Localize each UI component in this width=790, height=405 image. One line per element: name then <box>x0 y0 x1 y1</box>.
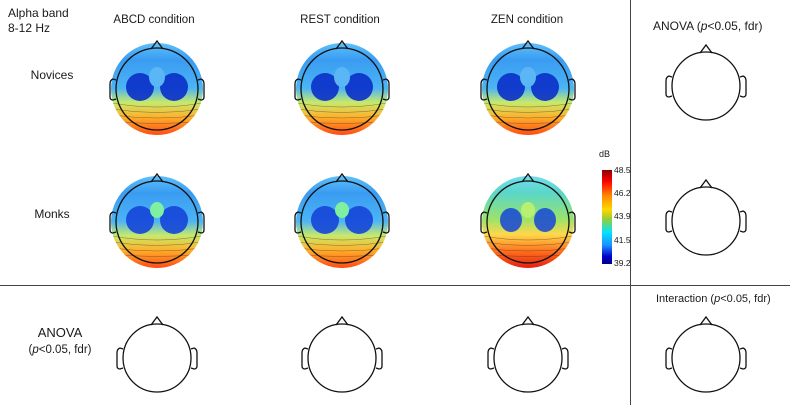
interaction-pre: Interaction ( <box>656 293 715 305</box>
anova-bottom-p: p <box>32 344 39 356</box>
topomap-novices-abcd <box>109 34 205 143</box>
anova-right-pre: ANOVA ( <box>653 19 701 33</box>
topomap-monks-rest <box>294 167 390 276</box>
interaction-post: <0.05, fdr) <box>720 293 771 305</box>
head-outline-interaction <box>665 310 747 405</box>
colorbar <box>602 170 612 264</box>
anova-right-p: p <box>700 19 708 33</box>
interaction-title: Interaction (p<0.05, fdr) <box>656 293 771 305</box>
topomap-monks-abcd <box>109 167 205 276</box>
anova-bottom-title: ANOVA <box>37 325 83 340</box>
head-outline-anova-monks <box>665 173 747 268</box>
head-outline-anova-rest <box>301 310 383 405</box>
interaction-p: p <box>714 293 721 305</box>
colorbar-tick-2: 46.2 <box>614 188 631 198</box>
anova-bottom-pre: ( <box>28 344 33 356</box>
anova-bottom-label: ANOVA (p<0.05, fdr) <box>20 325 100 356</box>
colorbar-tick-3: 43.9 <box>614 211 631 221</box>
head-outline-anova-zen <box>487 310 569 405</box>
column-title-rest: REST condition <box>300 14 380 26</box>
colorbar-unit: dB <box>599 149 611 159</box>
topomap-monks-zen <box>480 167 576 276</box>
band-name: Alpha band <box>8 6 69 20</box>
vertical-divider <box>630 0 631 405</box>
horizontal-divider <box>0 285 790 286</box>
colorbar-tick-5: 39.2 <box>614 258 631 268</box>
row-label-novices: Novices <box>30 68 74 82</box>
row-label-monks: Monks <box>34 207 70 221</box>
head-outline-anova-novices <box>665 38 747 133</box>
anova-right-title: ANOVA (p<0.05, fdr) <box>653 19 763 33</box>
colorbar-tick-4: 41.5 <box>614 235 631 245</box>
topomap-novices-rest <box>294 34 390 143</box>
colorbar-tick-1: 48.5 <box>614 165 631 175</box>
anova-bottom-post: <0.05, fdr) <box>38 344 92 356</box>
anova-bottom-sub: (p<0.05, fdr) <box>20 344 100 356</box>
topomap-novices-zen <box>480 34 576 143</box>
column-title-zen: ZEN condition <box>490 14 564 26</box>
band-range: 8-12 Hz <box>8 21 51 35</box>
column-title-abcd: ABCD condition <box>113 14 195 26</box>
head-outline-anova-abcd <box>116 310 198 405</box>
band-label: Alpha band 8-12 Hz <box>8 6 69 36</box>
anova-right-post: <0.05, fdr) <box>707 19 763 33</box>
